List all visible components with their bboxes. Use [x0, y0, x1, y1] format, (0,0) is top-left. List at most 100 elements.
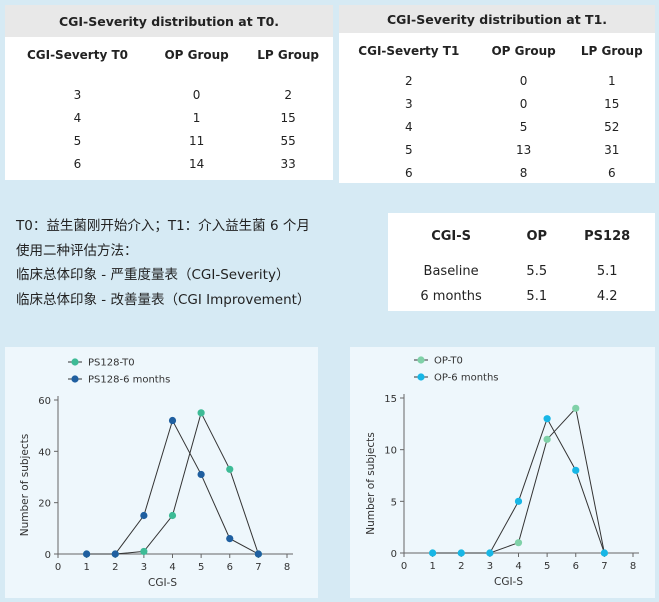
table-cell: 55: [280, 133, 296, 148]
summary-table: CGI-S OP PS128 Baseline 5.5 5.1 6 months 5.…: [388, 213, 655, 309]
y-tick-label: 40: [38, 447, 51, 458]
data-point: [543, 415, 551, 423]
y-axis-label: Number of subjects: [19, 434, 31, 537]
table-cell: 4: [405, 119, 413, 134]
table-t0-header-severity: CGI-Severty T0: [26, 48, 128, 62]
table-cell: 8: [519, 165, 528, 180]
table-cell: Baseline: [423, 264, 479, 279]
data-point: [197, 409, 205, 417]
data-point: [168, 511, 177, 520]
x-tick-label: 8: [284, 562, 290, 573]
data-point: [140, 511, 148, 520]
note-line: T0：益生菌刚开始介入；T1：介入益生菌 6 个月: [16, 218, 310, 234]
table-cell: 0: [519, 73, 528, 88]
x-tick-label: 8: [630, 561, 636, 572]
legend-label: OP-T0: [434, 356, 463, 367]
table-cell: 1: [192, 110, 201, 125]
legend-marker: [71, 375, 79, 383]
series-line: [86, 411, 259, 555]
table-t0-header-lp: LP Group: [257, 48, 320, 62]
table-t1: CGI-Severity distribution at T1. CGI-Sev…: [339, 5, 655, 184]
x-tick-label: 3: [487, 561, 493, 572]
data-point: [197, 470, 205, 479]
series-line: [432, 407, 605, 554]
x-tick-label: 4: [169, 562, 175, 573]
x-axis-label: CGI-S: [494, 576, 523, 588]
table-row: 6 8 6: [339, 161, 655, 184]
y-tick-label: 15: [384, 394, 397, 405]
table-t0-header-op: OP Group: [164, 48, 229, 62]
table-cell: 6 months: [420, 289, 482, 304]
table-cell: 5: [519, 119, 528, 134]
legend-marker: [71, 358, 79, 366]
table-cell: 13: [515, 142, 532, 157]
data-point: [140, 547, 148, 556]
table-row: 3 0 2: [5, 83, 333, 106]
table-cell: 0: [519, 96, 528, 111]
table-cell: 15: [604, 96, 620, 111]
x-tick-label: 3: [141, 562, 147, 573]
table-t0-title: CGI-Severity distribution at T0.: [5, 5, 333, 37]
table-cell: 3: [73, 87, 82, 102]
table-t1-header-severity: CGI-Severty T1: [358, 44, 460, 58]
data-point: [111, 550, 119, 558]
table-t0: CGI-Severity distribution at T0. CGI-Sev…: [5, 5, 333, 175]
method-note: T0：益生菌刚开始介入；T1：介入益生菌 6 个月 使用二种评估方法： 临床总体…: [16, 214, 376, 312]
data-point: [600, 549, 608, 557]
table-cell: 5.5: [526, 264, 548, 279]
x-tick-label: 1: [83, 562, 89, 573]
table-cell: 5.1: [596, 264, 618, 279]
series-line: [432, 417, 605, 554]
data-point: [543, 435, 551, 443]
data-point: [429, 549, 437, 557]
table-cell: 6: [607, 165, 616, 180]
x-tick-label: 0: [55, 562, 61, 573]
table-t1-header-lp: LP Group: [580, 44, 643, 58]
table-row: 5 13 31: [339, 138, 655, 161]
y-tick-label: 20: [38, 499, 51, 510]
table-cell: 14: [188, 156, 205, 171]
legend-label: PS128-6 months: [88, 375, 170, 386]
x-tick-label: 6: [227, 562, 233, 573]
table-row: 6 months 5.1 4.2: [388, 284, 655, 309]
data-point: [83, 550, 91, 558]
data-point: [514, 497, 523, 505]
x-axis-label: CGI-S: [148, 577, 177, 589]
table-row: 4 1 15: [5, 106, 333, 129]
chart-op-panel: 0 1 2 3 4 5 6 7 8 0 5 10 15 CGI-S Number of subjects OP…: [350, 347, 655, 598]
chart-ps128: 0 1 2 3 4 5 6 7 8 0 20 40 60 CGI-S Number of subjects P…: [19, 358, 293, 589]
note-line: 临床总体印象 - 改善量表（CGI Improvement）: [16, 291, 311, 308]
table-cell: 2: [405, 73, 413, 88]
table-row: 3 0 15: [339, 92, 655, 115]
y-tick-label: 0: [391, 549, 397, 560]
table-cell: 6: [73, 156, 82, 171]
legend-marker: [417, 356, 425, 364]
data-point: [572, 404, 580, 412]
y-tick-label: 10: [384, 446, 397, 457]
x-tick-label: 2: [112, 562, 118, 573]
data-point: [226, 535, 234, 543]
table-cell: 52: [604, 119, 620, 134]
chart-ps128-panel: 0 1 2 3 4 5 6 7 8 0 20 40 60 CGI-S Number of subjects P…: [5, 347, 318, 598]
table-t1-title: CGI-Severity distribution at T1.: [339, 5, 655, 33]
table-cell: 4: [73, 110, 82, 125]
y-tick-label: 0: [45, 550, 51, 561]
series-line: [86, 419, 259, 555]
table-cell: 5: [405, 142, 413, 157]
table-cell: 11: [188, 133, 205, 148]
legend-marker: [417, 373, 425, 381]
summary-header-op: OP: [526, 228, 548, 244]
data-point: [226, 465, 234, 473]
x-tick-label: 0: [401, 561, 407, 572]
note-line: 临床总体印象 - 严重度量表（CGI-Severity）: [16, 267, 290, 283]
table-cell: 15: [280, 110, 296, 125]
table-row: 4 5 52: [339, 115, 655, 138]
table-t1-header-op: OP Group: [491, 44, 556, 58]
summary-table-panel: CGI-S OP PS128 Baseline 5.5 5.1 6 months 5.…: [388, 213, 655, 311]
summary-header-ps128: PS128: [584, 228, 631, 244]
chart-op: 0 1 2 3 4 5 6 7 8 0 5 10 15 CGI-S Number of subjects OP…: [365, 356, 639, 588]
y-axis-label: Number of subjects: [365, 432, 377, 535]
legend-label: PS128-T0: [88, 358, 135, 369]
table-cell: 2: [284, 87, 292, 102]
table-cell: 4.2: [596, 289, 618, 304]
